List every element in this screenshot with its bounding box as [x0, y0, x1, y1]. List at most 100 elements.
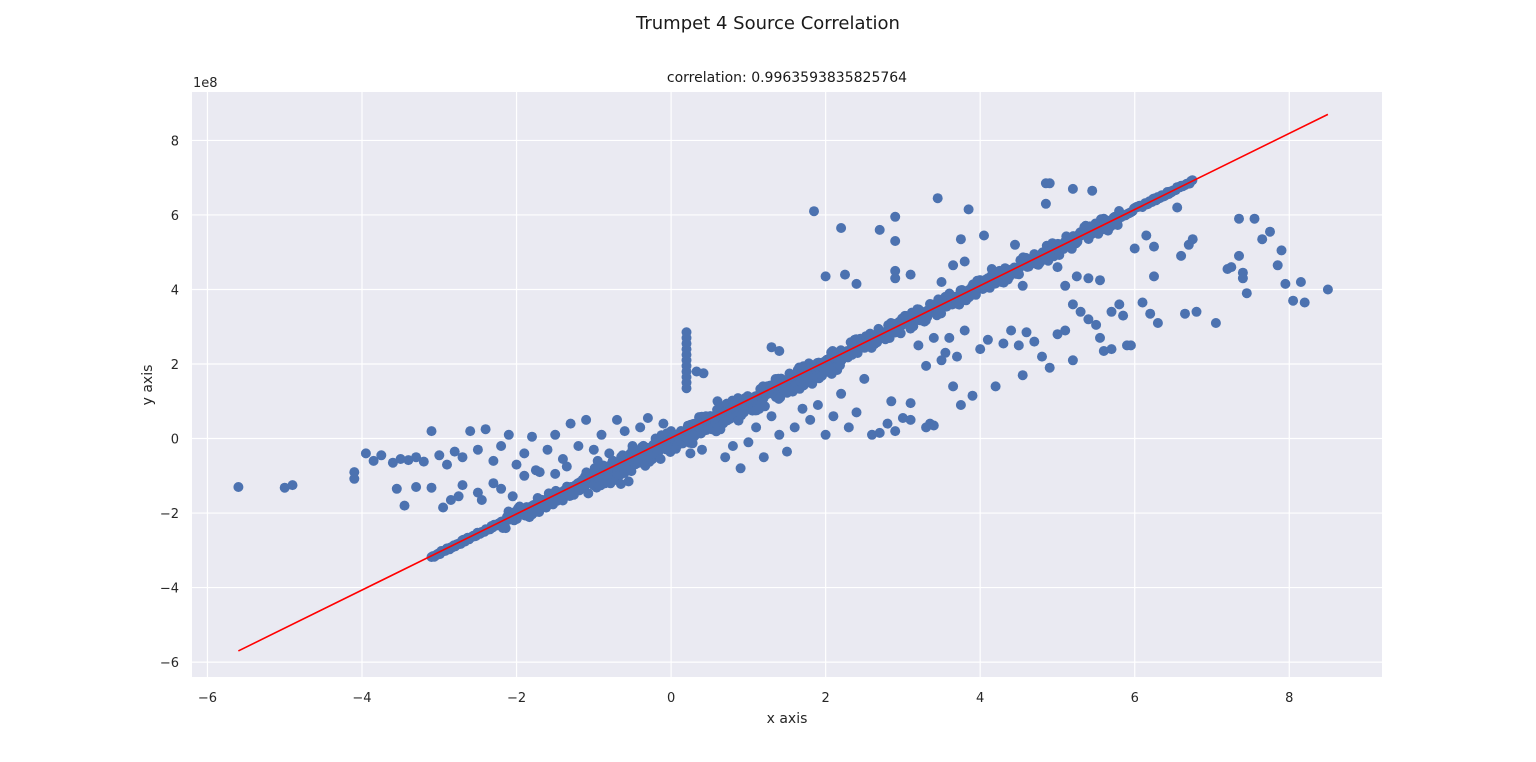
data-point	[500, 523, 511, 534]
y-tick-label: −2	[160, 507, 179, 522]
data-point	[809, 206, 819, 217]
data-point	[1098, 346, 1109, 356]
data-point	[233, 482, 244, 492]
data-point	[1276, 245, 1287, 256]
data-point	[774, 346, 785, 356]
data-point	[905, 398, 916, 409]
data-point	[890, 426, 901, 437]
x-tick-label: −2	[507, 691, 526, 706]
data-point	[836, 388, 847, 399]
data-point	[619, 426, 630, 437]
data-point	[573, 441, 584, 451]
data-point	[627, 441, 638, 451]
data-point	[797, 403, 808, 414]
data-point	[1280, 278, 1291, 289]
data-point	[1067, 183, 1078, 194]
data-point	[886, 396, 897, 407]
chart-subtitle: correlation: 0.9963593835825764	[667, 70, 907, 86]
data-point	[1180, 308, 1190, 319]
data-point	[897, 413, 908, 423]
y-tick-label: 6	[171, 209, 179, 224]
data-point	[1067, 299, 1078, 310]
data-point	[1149, 241, 1159, 252]
data-point	[287, 480, 298, 491]
data-point	[955, 234, 966, 245]
data-point	[1029, 336, 1040, 347]
data-point	[581, 414, 592, 425]
data-point	[743, 437, 754, 448]
data-point	[449, 446, 460, 457]
data-point	[836, 223, 847, 233]
data-point	[1106, 344, 1117, 355]
data-point	[890, 236, 901, 246]
y-tick-label: 8	[171, 134, 179, 149]
data-point	[434, 450, 445, 461]
data-point	[1118, 310, 1129, 321]
data-point	[955, 400, 966, 410]
y-ticks: −6 −4 −2 0 2 4 6 8	[160, 134, 179, 671]
data-point	[782, 446, 792, 457]
data-point	[488, 455, 499, 466]
x-axis-label: x axis	[767, 711, 808, 727]
data-point	[488, 478, 499, 489]
data-point	[387, 457, 398, 468]
y-tick-label: 2	[171, 358, 179, 373]
data-point	[453, 491, 464, 502]
x-tick-label: −4	[352, 691, 371, 706]
data-point	[1322, 284, 1333, 295]
data-point	[1052, 329, 1063, 340]
data-point	[557, 454, 568, 464]
data-point	[592, 455, 603, 466]
data-point	[465, 426, 476, 437]
data-point	[395, 454, 406, 464]
y-axis-label: y axis	[140, 365, 156, 406]
data-point	[1083, 273, 1094, 284]
data-point	[438, 502, 449, 513]
data-point	[759, 401, 770, 412]
data-point	[411, 482, 422, 492]
data-point	[936, 277, 947, 287]
data-point	[1091, 319, 1102, 330]
data-point	[426, 482, 437, 493]
data-point	[698, 368, 709, 379]
data-point	[890, 273, 901, 284]
data-point	[542, 444, 553, 455]
data-point	[948, 381, 959, 392]
data-point	[979, 230, 989, 241]
data-point	[368, 455, 379, 466]
data-point	[812, 400, 823, 410]
data-point	[418, 456, 429, 467]
data-point	[1257, 234, 1268, 245]
data-point	[944, 332, 955, 343]
grid-lines	[192, 92, 1382, 677]
data-point	[766, 411, 777, 422]
data-point	[851, 407, 862, 418]
data-point	[442, 459, 452, 470]
data-point	[360, 448, 371, 459]
data-point	[1295, 277, 1306, 287]
data-point	[457, 452, 468, 463]
data-point	[1172, 202, 1183, 213]
data-point	[1249, 213, 1260, 224]
data-point	[1095, 275, 1105, 286]
data-point	[998, 338, 1009, 349]
data-point	[1067, 355, 1078, 366]
data-point	[775, 392, 786, 403]
data-point	[612, 414, 622, 425]
data-point	[751, 422, 762, 433]
data-point	[805, 414, 816, 425]
data-point	[1083, 314, 1094, 325]
fit-line	[238, 113, 1329, 652]
data-point	[1017, 370, 1028, 381]
data-point	[1272, 260, 1283, 271]
data-point	[975, 344, 986, 355]
data-point	[1075, 306, 1086, 317]
data-point	[936, 355, 947, 366]
data-point	[1052, 262, 1063, 273]
data-point	[727, 441, 738, 451]
data-point	[1191, 306, 1202, 317]
data-point	[1234, 213, 1244, 224]
data-point	[928, 332, 939, 343]
data-point	[921, 360, 932, 371]
data-point	[1017, 280, 1028, 291]
